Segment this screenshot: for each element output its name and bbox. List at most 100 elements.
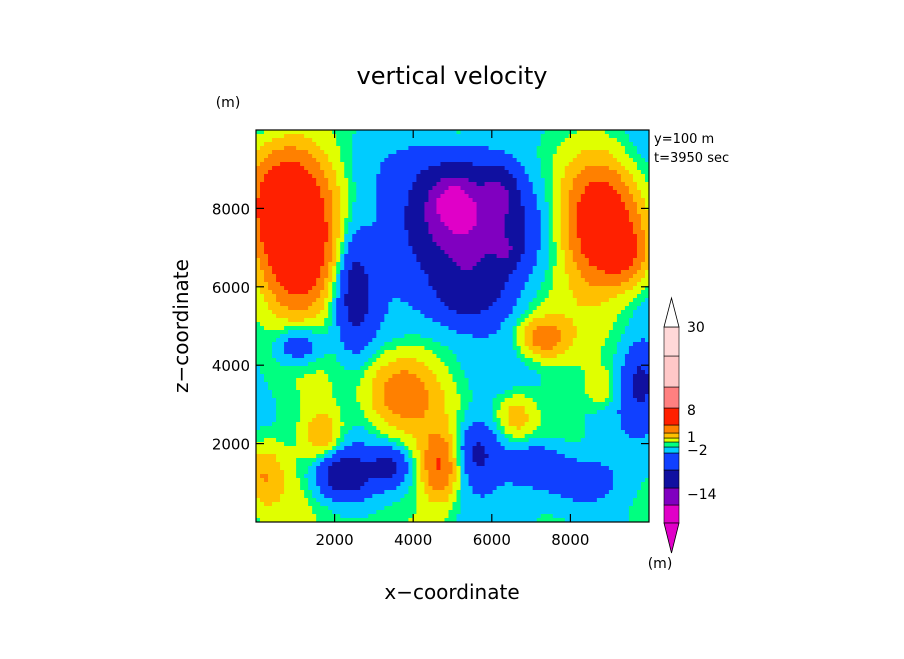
field-cell	[556, 218, 562, 223]
field-cell	[628, 266, 634, 271]
field-cell	[416, 298, 422, 303]
field-cell	[552, 330, 558, 335]
field-cell	[572, 166, 578, 171]
field-cell	[256, 278, 261, 283]
field-cell	[548, 234, 554, 239]
field-cell	[280, 242, 285, 247]
field-cell	[464, 130, 470, 135]
field-cell	[284, 298, 289, 303]
field-cell	[492, 138, 498, 143]
field-cell	[636, 294, 642, 299]
field-cell	[536, 198, 542, 203]
field-cell	[528, 326, 534, 331]
field-cell	[280, 178, 285, 183]
field-cell	[564, 166, 570, 171]
field-cell	[376, 218, 381, 223]
field-cell	[520, 154, 526, 159]
field-cell	[364, 310, 369, 315]
field-cell	[456, 202, 462, 207]
field-cell	[616, 158, 622, 163]
field-cell	[260, 230, 265, 235]
field-cell	[496, 302, 502, 307]
field-cell	[272, 274, 277, 279]
field-cell	[256, 138, 261, 143]
field-cell	[456, 154, 462, 159]
field-cell	[452, 206, 458, 211]
field-cell	[324, 266, 329, 271]
field-cell	[372, 318, 377, 323]
field-cell	[420, 198, 426, 203]
field-cell	[460, 294, 466, 299]
field-cell	[460, 166, 466, 171]
field-cell	[644, 250, 649, 255]
field-cell	[520, 146, 526, 151]
field-cell	[532, 210, 538, 215]
field-cell	[488, 278, 494, 283]
field-cell	[528, 278, 534, 283]
field-cell	[380, 146, 385, 151]
field-cell	[260, 234, 265, 239]
field-cell	[336, 322, 341, 327]
field-cell	[260, 158, 265, 163]
field-cell	[512, 246, 518, 251]
field-cell	[416, 274, 422, 279]
field-cell	[556, 190, 562, 195]
field-cell	[332, 202, 337, 207]
field-cell	[632, 226, 638, 231]
field-cell	[340, 206, 345, 211]
field-cell	[564, 282, 570, 287]
field-cell	[300, 230, 305, 235]
field-cell	[612, 206, 618, 211]
field-cell	[568, 318, 574, 323]
field-cell	[556, 226, 562, 231]
field-cell	[592, 222, 598, 227]
field-cell	[272, 270, 277, 275]
field-cell	[324, 290, 329, 295]
field-cell	[560, 294, 566, 299]
field-cell	[380, 214, 385, 219]
field-cell	[504, 230, 510, 235]
field-cell	[592, 322, 598, 327]
field-cell	[328, 330, 333, 335]
field-cell	[400, 230, 405, 235]
field-cell	[596, 254, 602, 259]
field-cell	[492, 298, 498, 303]
field-cell	[368, 134, 373, 139]
field-cell	[460, 258, 466, 263]
field-cell	[592, 142, 598, 147]
field-cell	[324, 194, 329, 199]
field-cell	[352, 310, 357, 315]
field-cell	[568, 230, 574, 235]
field-cell	[508, 270, 514, 275]
field-cell	[616, 258, 622, 263]
field-cell	[644, 238, 649, 243]
field-cell	[580, 318, 586, 323]
field-cell	[444, 242, 450, 247]
field-cell	[540, 174, 546, 179]
field-cell	[396, 182, 401, 187]
field-cell	[528, 226, 534, 231]
field-cell	[292, 202, 297, 207]
field-cell	[628, 206, 634, 211]
field-cell	[544, 282, 550, 287]
field-cell	[340, 226, 345, 231]
field-cell	[412, 290, 418, 295]
field-cell	[580, 214, 586, 219]
field-cell	[380, 162, 385, 167]
field-cell	[592, 206, 598, 211]
field-cell	[328, 290, 333, 295]
field-cell	[628, 314, 634, 319]
field-cell	[456, 246, 462, 251]
field-cell	[568, 278, 574, 283]
field-cell	[608, 302, 614, 307]
field-cell	[612, 190, 618, 195]
field-cell	[628, 326, 634, 331]
field-cell	[284, 174, 289, 179]
field-cell	[372, 294, 377, 299]
field-cell	[400, 238, 405, 243]
field-cell	[548, 174, 554, 179]
field-cell	[392, 322, 397, 327]
field-cell	[348, 222, 353, 227]
field-cell	[464, 230, 470, 235]
field-cell	[448, 134, 454, 139]
